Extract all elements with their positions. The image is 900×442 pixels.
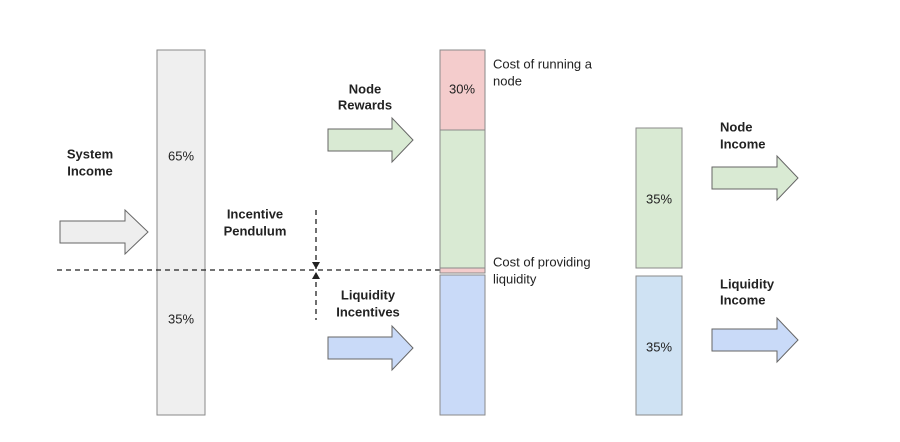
node-income-box xyxy=(635,127,683,269)
arrow xyxy=(327,324,414,372)
label: System xyxy=(67,146,113,161)
label: Income xyxy=(67,163,113,178)
label: Incentive xyxy=(227,206,283,221)
arrow xyxy=(327,116,414,164)
arrow xyxy=(711,154,799,202)
label: Income xyxy=(720,136,766,151)
arrowhead xyxy=(312,272,320,279)
label: Income xyxy=(720,292,766,307)
note: liquidity xyxy=(493,271,537,286)
cost-segment xyxy=(439,49,486,131)
label: Incentives xyxy=(336,304,400,319)
liquidity-segment xyxy=(439,274,486,416)
share-label: 65% xyxy=(168,148,194,163)
arrow xyxy=(711,316,799,364)
label: Liquidity xyxy=(720,276,775,291)
share-label: 35% xyxy=(646,191,672,206)
arrow xyxy=(59,208,149,256)
label: Liquidity xyxy=(341,287,396,302)
cost-segment xyxy=(439,267,486,274)
system-income-bar xyxy=(156,49,206,416)
share-label: 30% xyxy=(449,81,475,96)
note: Cost of providing xyxy=(493,254,591,269)
share-label: 35% xyxy=(646,339,672,354)
liquidity-income-box xyxy=(635,275,683,416)
node-segment xyxy=(439,129,486,269)
note: Cost of running a xyxy=(493,56,593,71)
label: Rewards xyxy=(338,97,392,112)
arrowhead xyxy=(312,262,320,269)
label: Node xyxy=(349,81,382,96)
share-label: 35% xyxy=(168,311,194,326)
label: Pendulum xyxy=(224,223,287,238)
label: Node xyxy=(720,119,753,134)
note: node xyxy=(493,73,522,88)
